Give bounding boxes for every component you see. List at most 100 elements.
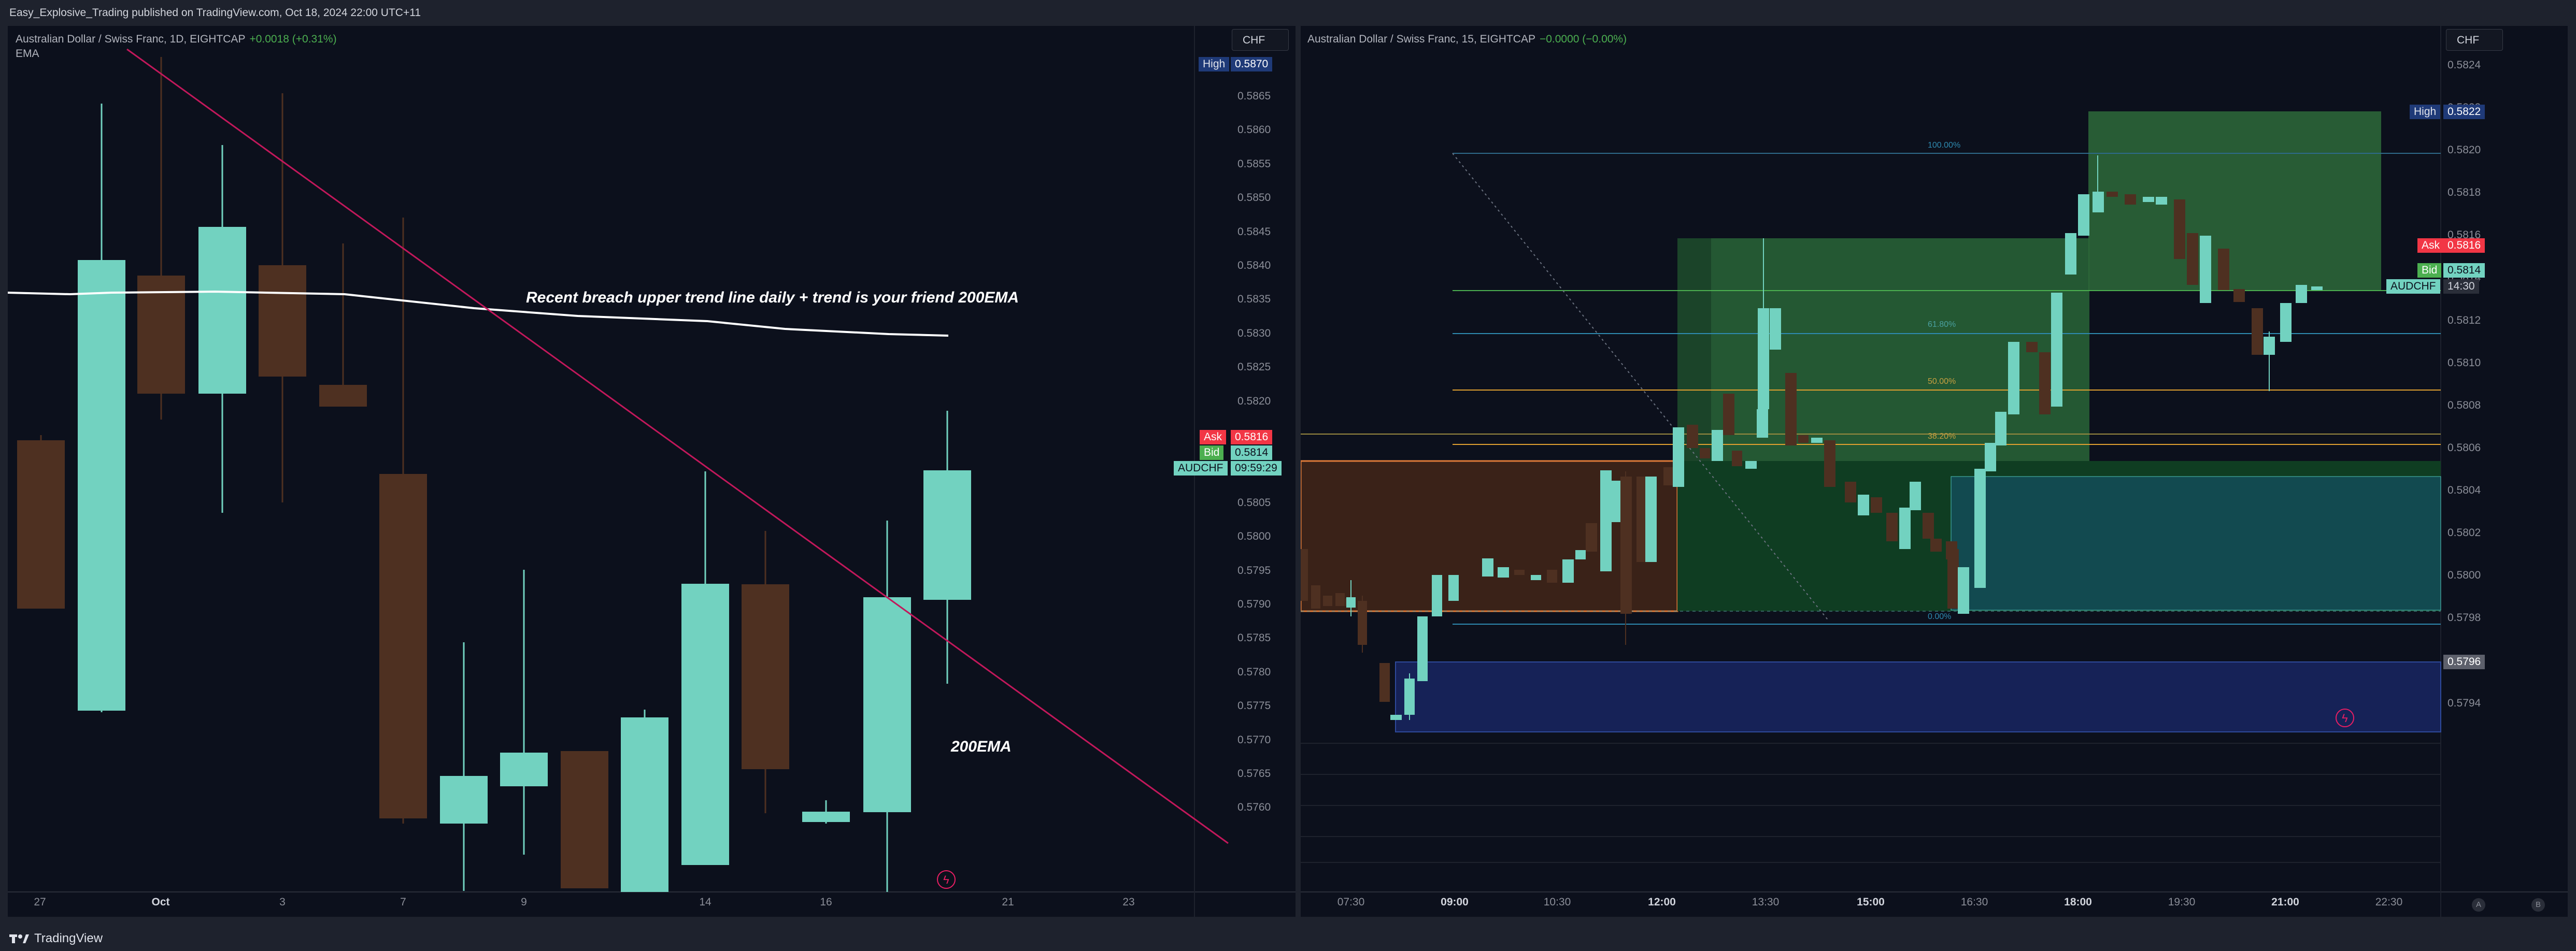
price-tick: 0.5775 <box>1237 700 1271 712</box>
price-tick: 0.5806 <box>2447 441 2481 454</box>
publisher-header: Easy_Explosive_Trading published on Trad… <box>0 0 2576 26</box>
candle <box>561 751 608 888</box>
fib-diagonal <box>1452 153 1830 622</box>
candle <box>440 776 488 824</box>
candle <box>1531 575 1541 580</box>
candle <box>1323 596 1332 606</box>
time-tick: 22:30 <box>2375 896 2403 908</box>
candle <box>1910 482 1921 510</box>
candle <box>1547 570 1557 583</box>
candle <box>2311 286 2323 290</box>
candle <box>379 474 427 818</box>
candle <box>1432 575 1442 616</box>
price-tick: 0.5825 <box>1237 361 1271 373</box>
price-tick: 0.5865 <box>1237 90 1271 102</box>
candle <box>2143 197 2154 202</box>
candle <box>1899 508 1911 549</box>
fib-label-100: 100.00% <box>1928 141 1961 150</box>
candle <box>1700 448 1710 458</box>
candle <box>198 227 246 394</box>
right-bid-value: 0.5814 <box>2443 263 2485 278</box>
candle <box>17 440 65 609</box>
price-tick: 0.5840 <box>1237 260 1271 271</box>
time-tick: 13:30 <box>1752 896 1780 908</box>
candle <box>319 385 367 407</box>
candle <box>1886 513 1898 541</box>
candle <box>1335 593 1345 606</box>
candle <box>2156 197 2167 205</box>
candle <box>1663 467 1674 485</box>
price-tick: 0.5820 <box>2447 144 2481 156</box>
left-indicator-label[interactable]: EMA <box>16 48 39 60</box>
candle <box>1311 585 1320 609</box>
right-chart-pane[interactable]: Australian Dollar / Swiss Franc, 15, EIG… <box>1301 26 2568 917</box>
left-legend-title: Australian Dollar / Swiss Franc, 1D, EIG… <box>16 33 246 45</box>
candle <box>1923 513 1934 539</box>
price-tick: 0.5850 <box>1237 192 1271 204</box>
time-tick: 3 <box>279 896 286 908</box>
candle <box>1575 550 1586 559</box>
ema-annotation[interactable]: 200EMA <box>951 738 1012 755</box>
scale-button-b[interactable]: B <box>2531 898 2545 912</box>
time-tick: 9 <box>521 896 527 908</box>
candle <box>1620 477 1632 614</box>
candle <box>2200 236 2211 303</box>
time-tick: 21 <box>1002 896 1014 908</box>
price-tick: 0.5812 <box>2447 314 2481 326</box>
candle <box>2218 249 2229 290</box>
candle <box>1871 497 1882 513</box>
price-tick: 0.5800 <box>1237 530 1271 543</box>
candle <box>1600 470 1612 571</box>
left-chart-pane[interactable]: Australian Dollar / Swiss Franc, 1D, EIG… <box>8 26 1296 917</box>
candle <box>1947 549 1959 609</box>
candle <box>1930 539 1942 552</box>
time-tick: 16:30 <box>1960 896 1988 908</box>
candle <box>1673 427 1684 487</box>
left-legend: Australian Dollar / Swiss Franc, 1D, EIG… <box>16 33 337 46</box>
price-tick: 0.5820 <box>1237 395 1271 407</box>
right-bid-label: Bid <box>2417 263 2442 278</box>
left-currency-button[interactable]: CHF <box>1232 29 1289 51</box>
lightning-icon[interactable]: ϟ <box>2336 709 2354 727</box>
candle <box>1770 308 1781 350</box>
footer-brand[interactable]: TradingView <box>0 926 2576 951</box>
scale-button-a[interactable]: A <box>2472 898 2485 912</box>
candle <box>1723 394 1734 435</box>
price-tick: 0.5785 <box>1237 632 1271 644</box>
candle <box>1974 469 1986 588</box>
candle <box>1417 616 1428 681</box>
candle <box>500 753 548 786</box>
price-tick: 0.5845 <box>1237 225 1271 238</box>
candle <box>1811 438 1823 443</box>
time-tick: Oct <box>151 896 170 908</box>
price-tick: 0.5830 <box>1237 327 1271 339</box>
candle <box>2065 233 2076 275</box>
candle <box>2107 192 2118 197</box>
candle <box>1732 451 1742 466</box>
right-currency-button[interactable]: CHF <box>2446 29 2503 51</box>
candle <box>681 584 729 865</box>
right-high-value: 0.5822 <box>2443 105 2485 119</box>
time-tick: 09:00 <box>1441 896 1469 908</box>
time-tick: 7 <box>400 896 406 908</box>
time-tick: 12:00 <box>1648 896 1676 908</box>
breach-annotation[interactable]: Recent breach upper trend line daily + t… <box>526 289 1019 306</box>
candle <box>802 812 850 822</box>
right-chart-canvas[interactable] <box>1301 26 2568 917</box>
fib-label-50: 50.00% <box>1928 377 1956 386</box>
price-tick: 0.5780 <box>1237 666 1271 678</box>
price-tick: 0.5804 <box>2447 484 2481 496</box>
left-candles <box>17 57 971 892</box>
candle <box>1562 559 1574 583</box>
candle <box>1612 481 1622 522</box>
lightning-icon[interactable]: ϟ <box>937 870 956 889</box>
candle <box>1346 597 1356 608</box>
price-tick: 0.5805 <box>1237 496 1271 509</box>
candle <box>863 597 911 812</box>
left-chart-canvas[interactable] <box>8 26 1296 917</box>
ema-line <box>8 290 949 337</box>
candle <box>1985 443 1996 471</box>
candle <box>1586 523 1597 552</box>
price-tick: 0.5824 <box>2447 59 2481 71</box>
candle <box>923 470 971 600</box>
